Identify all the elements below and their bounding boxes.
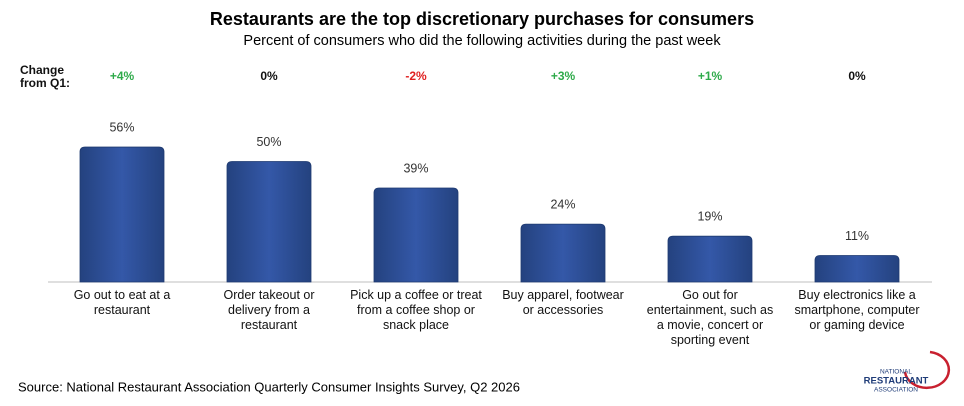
logo-text: ASSOCIATION [874,387,918,394]
change-label: 0% [848,69,866,83]
x-tick-label: Buy apparel, footwear or accessories [502,288,624,317]
bar [667,235,753,283]
x-tick-label: Order takeout or delivery from a restaur… [223,288,315,332]
logo-swoosh [903,350,951,390]
x-tick-label: Go out for entertainment, such as a movi… [646,288,774,347]
value-label: 11% [845,229,869,243]
bar [814,255,900,283]
bar [226,161,312,283]
value-label: 39% [403,161,428,175]
change-label: -2% [405,69,427,83]
bar [79,146,165,283]
value-label: 56% [109,120,134,134]
change-label: 0% [260,69,278,83]
logo: NATIONAL RESTAURANT ASSOCIATION [864,350,951,394]
change-label: +3% [551,69,576,83]
logo-text: RESTAURANT [864,376,929,387]
x-tick-label: Go out to eat at a restaurant [73,288,171,317]
bar [520,223,606,283]
x-tick-label: Pick up a coffee or treat from a coffee … [350,288,482,332]
logo-text: NATIONAL [880,369,912,376]
x-tick-label: Buy electronics like a smartphone, compu… [794,288,920,332]
source: Source: National Restaurant Association … [18,379,520,394]
chart-subtitle: Percent of consumers who did the followi… [243,33,721,49]
value-label: 19% [697,210,722,224]
value-label: 50% [256,135,281,149]
change-label: Change from Q1: [20,63,71,90]
change-label: +4% [110,69,135,83]
chart-title: Restaurants are the top discretionary pu… [210,9,754,29]
change-label: +1% [698,69,723,83]
bar [373,187,459,283]
value-label: 24% [550,197,575,211]
